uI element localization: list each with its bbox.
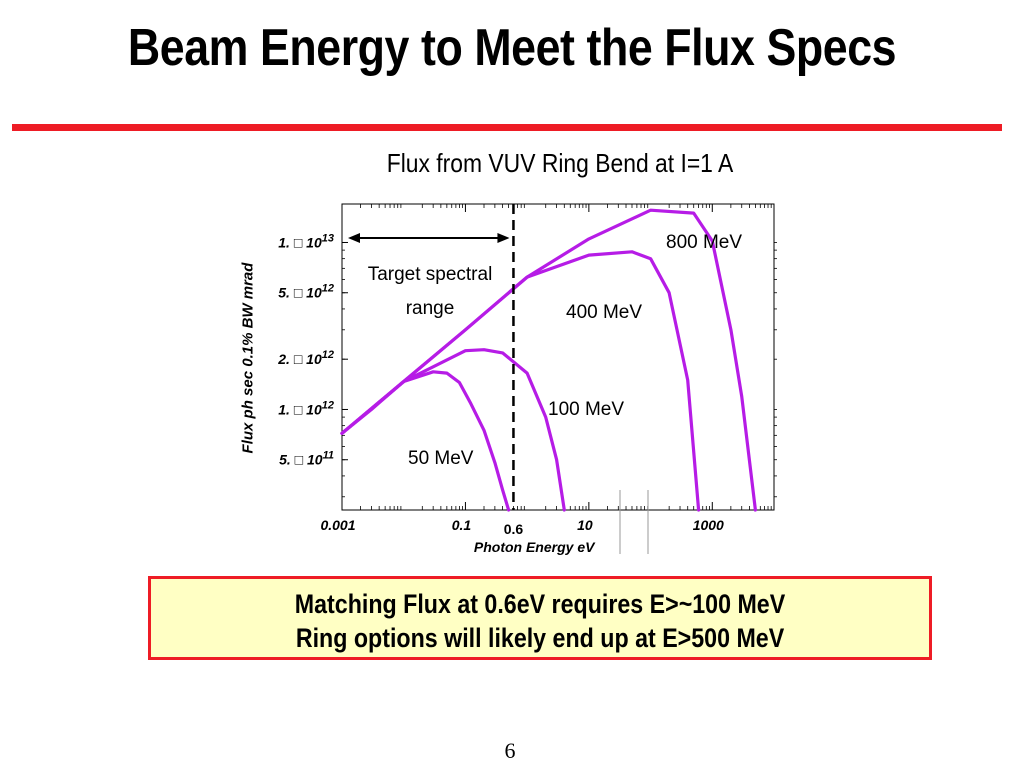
- slide-title: Beam Energy to Meet the Flux Specs: [127, 19, 897, 77]
- y-tick-mantissa: 1. □ 10: [278, 401, 322, 417]
- target-range-label-line2: range: [406, 298, 455, 319]
- y-tick-exponent: 12: [322, 283, 334, 295]
- series-line: [340, 370, 511, 512]
- y-tick-mantissa: 1. □ 10: [278, 234, 322, 250]
- x-tick-label: 10: [577, 517, 593, 533]
- y-tick-mantissa: 2. □ 10: [277, 351, 322, 367]
- series-line: [340, 250, 701, 512]
- marker-label: 0.6: [504, 521, 524, 537]
- series-label: 50 MeV: [408, 448, 474, 469]
- chart-title: Flux from VUV Ring Bend at I=1 A: [386, 148, 734, 178]
- x-axis-label: Photon Energy eV: [474, 539, 596, 555]
- target-range-label-line1: Target spectral: [368, 264, 493, 285]
- target-range-arrow-right-head: [497, 233, 510, 243]
- y-tick-label: 1. □ 1013: [278, 232, 334, 250]
- y-tick-exponent: 13: [322, 232, 334, 244]
- conclusion-line-1: Matching Flux at 0.6eV requires E>~100 M…: [294, 589, 786, 619]
- y-tick-label: 2. □ 1012: [277, 349, 334, 367]
- x-tick-label: 1000: [693, 517, 724, 533]
- y-tick-exponent: 11: [323, 450, 334, 462]
- series-label: 800 MeV: [666, 232, 742, 253]
- series-label: 100 MeV: [548, 399, 624, 420]
- series-line: [340, 348, 566, 512]
- series-label: 400 MeV: [566, 302, 642, 323]
- plot-frame: [341, 203, 775, 511]
- conclusion-line-2: Ring options will likely end up at E>500…: [295, 623, 785, 653]
- y-tick-mantissa: 5. □ 10: [278, 285, 322, 301]
- title-divider: [12, 124, 1002, 131]
- x-tick-label: 0.1: [452, 517, 472, 533]
- y-tick-label: 5. □ 1011: [279, 450, 334, 468]
- y-tick-mantissa: 5. □ 10: [279, 452, 323, 468]
- flux-chart: 0.001 0.1 10 1000 1. □ 1013 5. □ 1012 2. □ 101…: [230, 192, 790, 562]
- series-line: [340, 208, 757, 512]
- y-tick-exponent: 12: [322, 349, 334, 361]
- conclusion-box: Matching Flux at 0.6eV requires E>~100 M…: [148, 576, 932, 660]
- page-number: 6: [504, 738, 516, 763]
- target-range-arrow-left-head: [348, 233, 360, 243]
- y-tick-exponent: 12: [322, 399, 334, 411]
- y-tick-label: 5. □ 1012: [278, 283, 334, 301]
- x-tick-label: 0.001: [320, 517, 355, 533]
- y-tick-label: 1. □ 1012: [278, 399, 334, 417]
